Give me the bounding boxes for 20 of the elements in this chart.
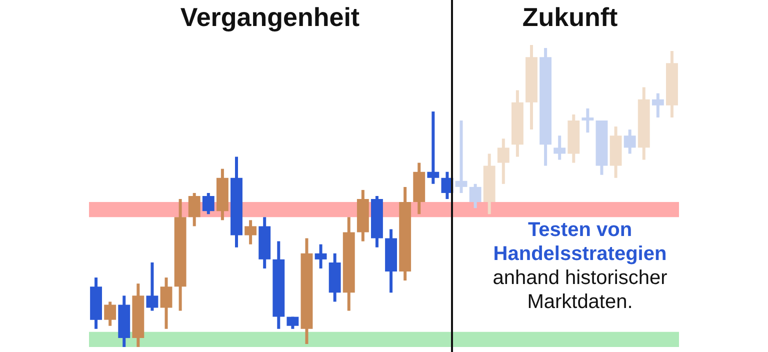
- annotation: anhand historischer Marktdaten.: [492, 267, 668, 313]
- candlestick: [455, 120, 468, 193]
- candlestick: [202, 192, 214, 214]
- candlestick: [469, 184, 482, 208]
- text: Zukunft: [521, 2, 619, 33]
- candlestick: [188, 192, 200, 226]
- candlestick: [554, 136, 566, 160]
- candlestick: [104, 302, 116, 326]
- candlestick: [314, 244, 327, 268]
- candlestick: [244, 220, 257, 244]
- text: Vergangenheit: [179, 2, 361, 33]
- candlestick: [146, 262, 158, 311]
- candlestick: [427, 111, 440, 184]
- candlestick: [497, 138, 510, 184]
- candlestick: [160, 278, 172, 329]
- candlestick: [652, 93, 664, 118]
- candlestick: [286, 316, 299, 329]
- candlestick: [582, 108, 594, 133]
- annotation: Testen von Handelsstrategien: [493, 219, 667, 265]
- candlestick: [624, 130, 636, 154]
